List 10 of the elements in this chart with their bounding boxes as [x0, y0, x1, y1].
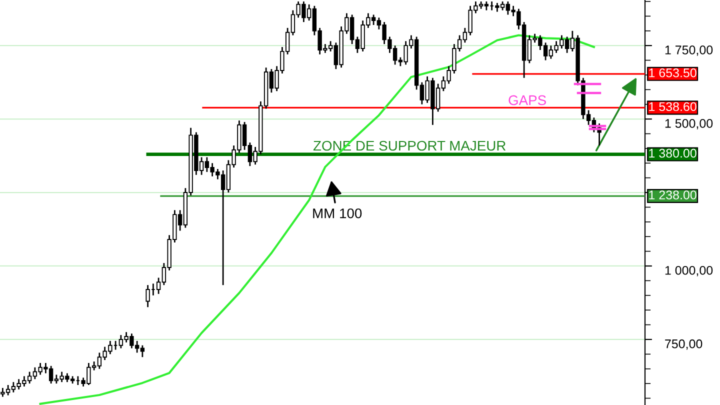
ref-line-label: 1 653.50: [649, 68, 696, 78]
y-tick-label: 1 500,00: [665, 119, 713, 130]
ref-line-label: 1 538.60: [649, 102, 696, 112]
y-tick-label: 1 000,00: [665, 266, 713, 276]
ref-line-label: 1 380.00: [649, 148, 696, 158]
annotation: MM 100: [313, 208, 362, 218]
y-tick-label: 1 750,00: [665, 46, 713, 56]
ref-line-label: 1 238.00: [649, 190, 696, 200]
y-tick-label: 750,00: [665, 339, 702, 350]
annotation: GAPS: [508, 95, 546, 106]
